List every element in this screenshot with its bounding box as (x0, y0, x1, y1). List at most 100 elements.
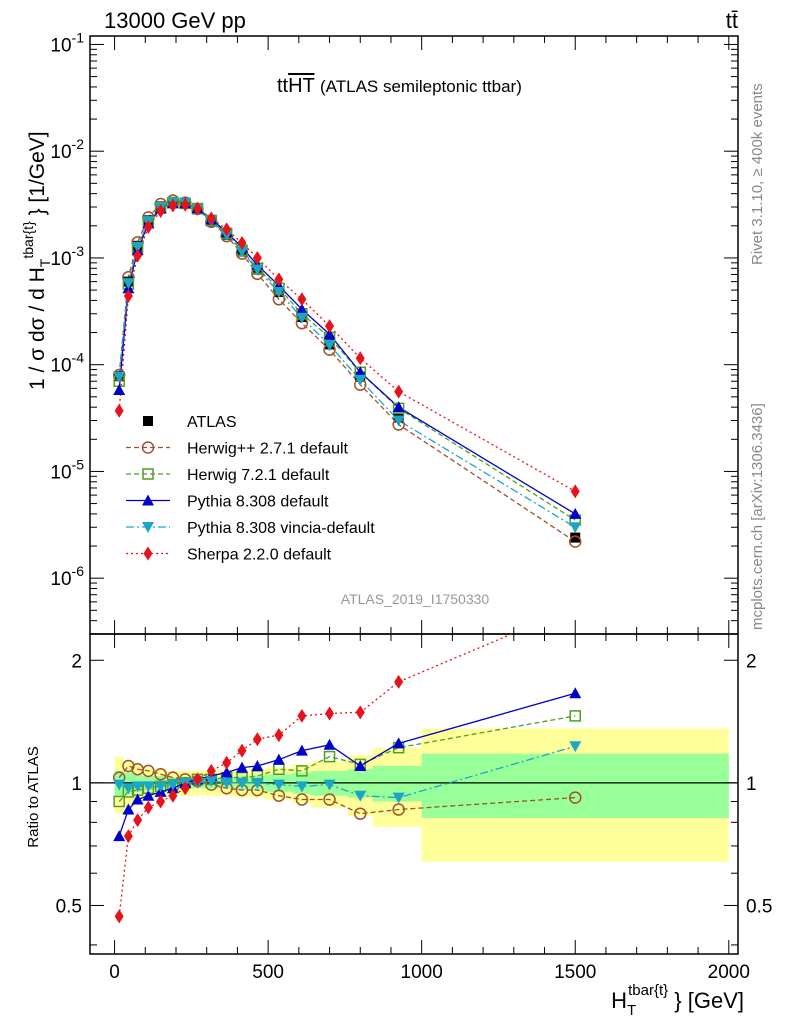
data-point (569, 522, 582, 534)
legend-entry: ATLAS (143, 414, 237, 431)
x-tick-label: 1000 (401, 962, 443, 983)
data-point (205, 776, 218, 788)
data-point (113, 779, 126, 791)
data-point (323, 750, 336, 763)
legend-entry: Sherpa 2.2.0 default (126, 546, 332, 564)
data-point (143, 219, 153, 234)
ratio-frame (89, 633, 739, 955)
data-point (220, 777, 233, 789)
data-point (297, 292, 307, 307)
data-point (168, 198, 178, 213)
legend-entry: Herwig++ 2.7.1 default (126, 441, 349, 458)
data-point (252, 250, 262, 265)
data-point (131, 762, 144, 776)
y-tick-label: 10-6 (50, 563, 84, 590)
data-point (154, 767, 167, 781)
main-panel-series (112, 194, 582, 548)
data-point (156, 794, 166, 809)
data-point (272, 753, 285, 765)
legend-label: Herwig 7.2.1 default (187, 467, 330, 484)
data-point (142, 789, 155, 801)
ratio-sherpa-2-2-0-default (114, 634, 514, 924)
data-point (251, 759, 264, 771)
data-point (222, 222, 232, 237)
data-point (394, 384, 404, 399)
data-point (392, 792, 405, 804)
data-point (274, 728, 284, 743)
axes: 10-6 10-5 10-4 10-3 10-2 10-1 0 500 1000 1500 2000… (50, 29, 772, 983)
plot-title: ttHT (ATLAS semileptonic ttbar) (277, 75, 522, 97)
data-point (323, 339, 336, 351)
series-line (118, 204, 576, 492)
ratio-tick-label: 1 (71, 774, 82, 795)
data-point (394, 674, 404, 689)
y-tick-label: 10-3 (50, 243, 84, 270)
data-point (295, 781, 308, 793)
ratio-tick-label: 2 (746, 651, 757, 672)
data-point (192, 772, 202, 787)
y-tick-label: 10-2 (50, 136, 84, 163)
series-sherpa-2-2-0-default (118, 204, 576, 492)
data-point (166, 779, 179, 791)
data-point (237, 236, 247, 251)
data-point (295, 312, 308, 324)
data-point (142, 764, 155, 778)
data-point (569, 507, 582, 519)
series-line (118, 201, 576, 521)
data-point (237, 743, 247, 758)
data-point (392, 737, 405, 749)
x-tick-label: 500 (252, 962, 284, 983)
markers-sherpa-2-2-0-default (114, 197, 580, 499)
plot-title-overline: HT (288, 75, 314, 97)
legend-label: Pythia 8.308 default (187, 494, 329, 511)
data-point (355, 351, 365, 366)
ratio-band-green (421, 753, 729, 818)
data-point (142, 494, 154, 506)
ratio-tick-label: 1 (746, 774, 757, 795)
y-tick-label: 10-5 (50, 456, 84, 483)
data-point (355, 705, 365, 720)
ratio-tick-label: 0.5 (56, 896, 82, 917)
legend: ATLAS Herwig++ 2.7.1 default Herwig 7.2.1 … (126, 414, 375, 564)
header-left: 13000 GeV pp (104, 8, 246, 33)
y-tick-label: 10-4 (50, 350, 84, 377)
data-point (325, 319, 335, 334)
data-point (133, 813, 143, 828)
x-tick-label: 0 (109, 962, 120, 983)
data-point (142, 522, 154, 533)
data-point (354, 807, 367, 820)
data-point (133, 248, 143, 263)
data-point (113, 371, 126, 383)
data-point (113, 795, 125, 808)
plot-title-main: tt (277, 75, 289, 97)
data-point (354, 790, 367, 802)
header-right: tt̄ (726, 8, 738, 33)
series-herwig-7-2-1-default (118, 201, 576, 521)
data-point (569, 687, 582, 699)
legend-label: Sherpa 2.2.0 default (187, 547, 332, 564)
data-point (142, 468, 154, 480)
legend-label: ATLAS (187, 414, 237, 431)
data-point (354, 374, 367, 386)
data-point (392, 401, 405, 413)
data-point (236, 761, 249, 773)
data-point (123, 289, 133, 304)
ratio-tick-label: 0.5 (746, 896, 772, 917)
x-axis-label: HTtbar{t} } [GeV] (611, 982, 744, 1019)
data-point (251, 264, 264, 276)
rivet-label: Rivet 3.1.10, ≥ 400k events (749, 83, 766, 265)
data-point (180, 197, 190, 212)
legend-label: Herwig++ 2.7.1 default (187, 441, 349, 458)
data-point (252, 732, 262, 747)
legend-entry: Pythia 8.308 default (126, 494, 329, 511)
data-point (272, 779, 285, 791)
data-point (236, 777, 249, 789)
data-point (272, 286, 285, 298)
data-point (222, 755, 232, 770)
data-point (168, 788, 178, 803)
ratio-y-axis-label: Ratio to ATLAS (25, 746, 42, 847)
data-point (251, 777, 264, 789)
data-point (123, 829, 133, 844)
x-tick-label: 1500 (554, 962, 596, 983)
